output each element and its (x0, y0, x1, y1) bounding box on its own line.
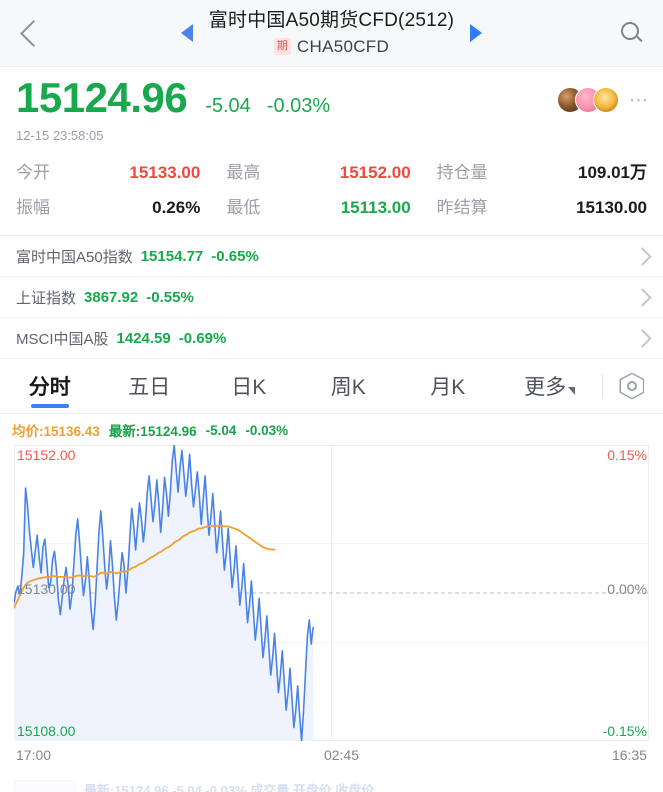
stat-label: 昨结算 (436, 198, 488, 217)
last-price: 15124.96 (16, 74, 188, 121)
bottom-chip[interactable] (14, 780, 76, 792)
stat-value: 15152.00 (339, 163, 411, 182)
stats-grid: 今开 15133.00 最高 15152.00 持仓量 109.01万 振幅 0… (0, 147, 663, 235)
index-change-percent: -0.69% (178, 329, 227, 347)
tab-weekk[interactable]: 周K (299, 359, 399, 413)
stat-open: 今开 15133.00 (16, 158, 226, 183)
index-name: MSCI中国A股 (16, 330, 109, 348)
ellipsis-icon[interactable]: ⋯ (629, 89, 649, 111)
bottom-strip-text: 最新:15124.96 -5.04 -0.03% 成交量 开盘价 收盘价 (84, 783, 375, 792)
chevron-right-icon (633, 328, 652, 348)
price-line (14, 445, 314, 741)
back-button[interactable] (0, 0, 62, 66)
index-value: 1424.59 (116, 329, 171, 347)
instrument-title-block: 富时中国A50期货CFD(2512) 期 CHA50CFD (209, 9, 454, 57)
stat-label: 今开 (16, 163, 50, 182)
stat-label: 振幅 (16, 198, 50, 217)
legend-change-percent: -0.03% (245, 422, 289, 438)
stat-amplitude: 振幅 0.26% (16, 193, 226, 218)
triangle-left-icon[interactable] (180, 24, 193, 42)
chart-legend-bar: 均价:15136.43 最新:15124.96 -5.04 -0.03% (0, 414, 663, 445)
index-value: 3867.92 (84, 288, 139, 306)
index-row-msci[interactable]: MSCI中国A股 1424.59 -0.69% (0, 318, 663, 359)
triangle-right-icon[interactable] (470, 24, 483, 42)
instrument-subtitle: 期 CHA50CFD (273, 36, 390, 57)
stat-value: 15113.00 (340, 198, 411, 217)
stats-row: 振幅 0.26% 最低 15113.00 昨结算 15130.00 (16, 188, 647, 223)
hexagon-settings-icon (619, 372, 645, 400)
stat-prev-settlement: 昨结算 15130.00 (437, 193, 647, 218)
stat-low: 最低 15113.00 (226, 193, 436, 218)
tab-label: 周K (330, 376, 366, 399)
time-label-end: 16:35 (611, 747, 647, 763)
instrument-code: CHA50CFD (296, 36, 390, 56)
legend-change: -5.04 (205, 422, 237, 438)
active-tab-underline (30, 404, 69, 408)
legend-average-price: 均价:15136.43 (12, 424, 100, 439)
tab-dayk[interactable]: 日K (199, 359, 299, 413)
stat-high: 最高 15152.00 (226, 158, 436, 183)
quote-summary: 15124.96 -5.04 -0.03% 12-15 23:58:05 ⋯ (0, 67, 663, 147)
stat-value: 15133.00 (129, 163, 201, 182)
stats-row: 今开 15133.00 最高 15152.00 持仓量 109.01万 (16, 153, 647, 188)
page-title: 富时中国A50期货CFD(2512) (208, 10, 455, 31)
quote-timestamp: 12-15 23:58:05 (16, 128, 104, 143)
stat-label: 最高 (226, 163, 261, 182)
stat-label: 持仓量 (436, 163, 488, 182)
caret-down-icon (568, 387, 576, 395)
tab-fenshi[interactable]: 分时 (0, 359, 100, 413)
stat-value: 15130.00 (576, 198, 647, 217)
futures-badge: 期 (273, 37, 291, 55)
price-area-fill (14, 445, 314, 741)
search-icon (621, 22, 643, 44)
chart-settings-button[interactable] (603, 372, 661, 400)
index-name: 富时中国A50指数 (16, 248, 133, 266)
avatar[interactable] (593, 87, 619, 113)
quote-price-row: 15124.96 -5.04 -0.03% (16, 77, 647, 119)
divider (601, 374, 603, 398)
index-change-percent: -0.65% (211, 247, 259, 265)
tab-label: 月K (430, 376, 466, 399)
tab-label: 更多 (524, 376, 567, 399)
time-label-mid: 02:45 (323, 747, 360, 763)
chevron-right-icon (633, 287, 652, 307)
tab-label: 分时 (28, 376, 71, 399)
chevron-left-icon (20, 19, 47, 47)
search-button[interactable] (601, 0, 663, 66)
price-change: -5.04 (205, 95, 251, 117)
stat-open-interest: 持仓量 109.01万 (437, 158, 647, 183)
header-title-area: 富时中国A50期货CFD(2512) 期 CHA50CFD (62, 9, 601, 57)
index-name: 上证指数 (16, 289, 77, 307)
chart-tab-bar: 分时 五日 日K 周K 月K 更多 (0, 359, 663, 414)
index-change-percent: -0.55% (146, 288, 194, 306)
partial-bottom-toolbar[interactable]: 最新:15124.96 -5.04 -0.03% 成交量 开盘价 收盘价 (0, 774, 663, 792)
index-row-a50[interactable]: 富时中国A50指数 15154.77 -0.65% (0, 236, 663, 277)
tab-more[interactable]: 更多 (498, 371, 602, 401)
app-header: 富时中国A50期货CFD(2512) 期 CHA50CFD (0, 0, 663, 67)
legend-latest-price: 最新:15124.96 (108, 424, 197, 439)
chevron-right-icon (633, 246, 652, 266)
tab-monthk[interactable]: 月K (398, 359, 498, 413)
price-change-percent: -0.03% (266, 95, 331, 117)
stat-value: 109.01万 (577, 163, 647, 182)
chart-time-axis: 17:00 02:45 16:35 (14, 741, 649, 763)
stat-label: 最低 (226, 198, 261, 217)
chart-canvas (14, 445, 649, 741)
tab-label: 五日 (128, 376, 171, 399)
tab-wuri[interactable]: 五日 (100, 359, 200, 413)
average-price-line (14, 524, 276, 609)
index-row-szzs[interactable]: 上证指数 3867.92 -0.55% (0, 277, 663, 318)
avatar-group[interactable]: ⋯ (557, 87, 649, 113)
intraday-chart[interactable]: 15152.00 0.15% 15130.00 0.00% 15108.00 -… (14, 445, 649, 741)
tab-label: 日K (231, 376, 267, 399)
index-value: 15154.77 (140, 247, 204, 265)
related-index-list: 富时中国A50指数 15154.77 -0.65% 上证指数 3867.92 -… (0, 235, 663, 359)
time-label-start: 17:00 (16, 747, 52, 763)
stat-value: 0.26% (152, 198, 201, 217)
